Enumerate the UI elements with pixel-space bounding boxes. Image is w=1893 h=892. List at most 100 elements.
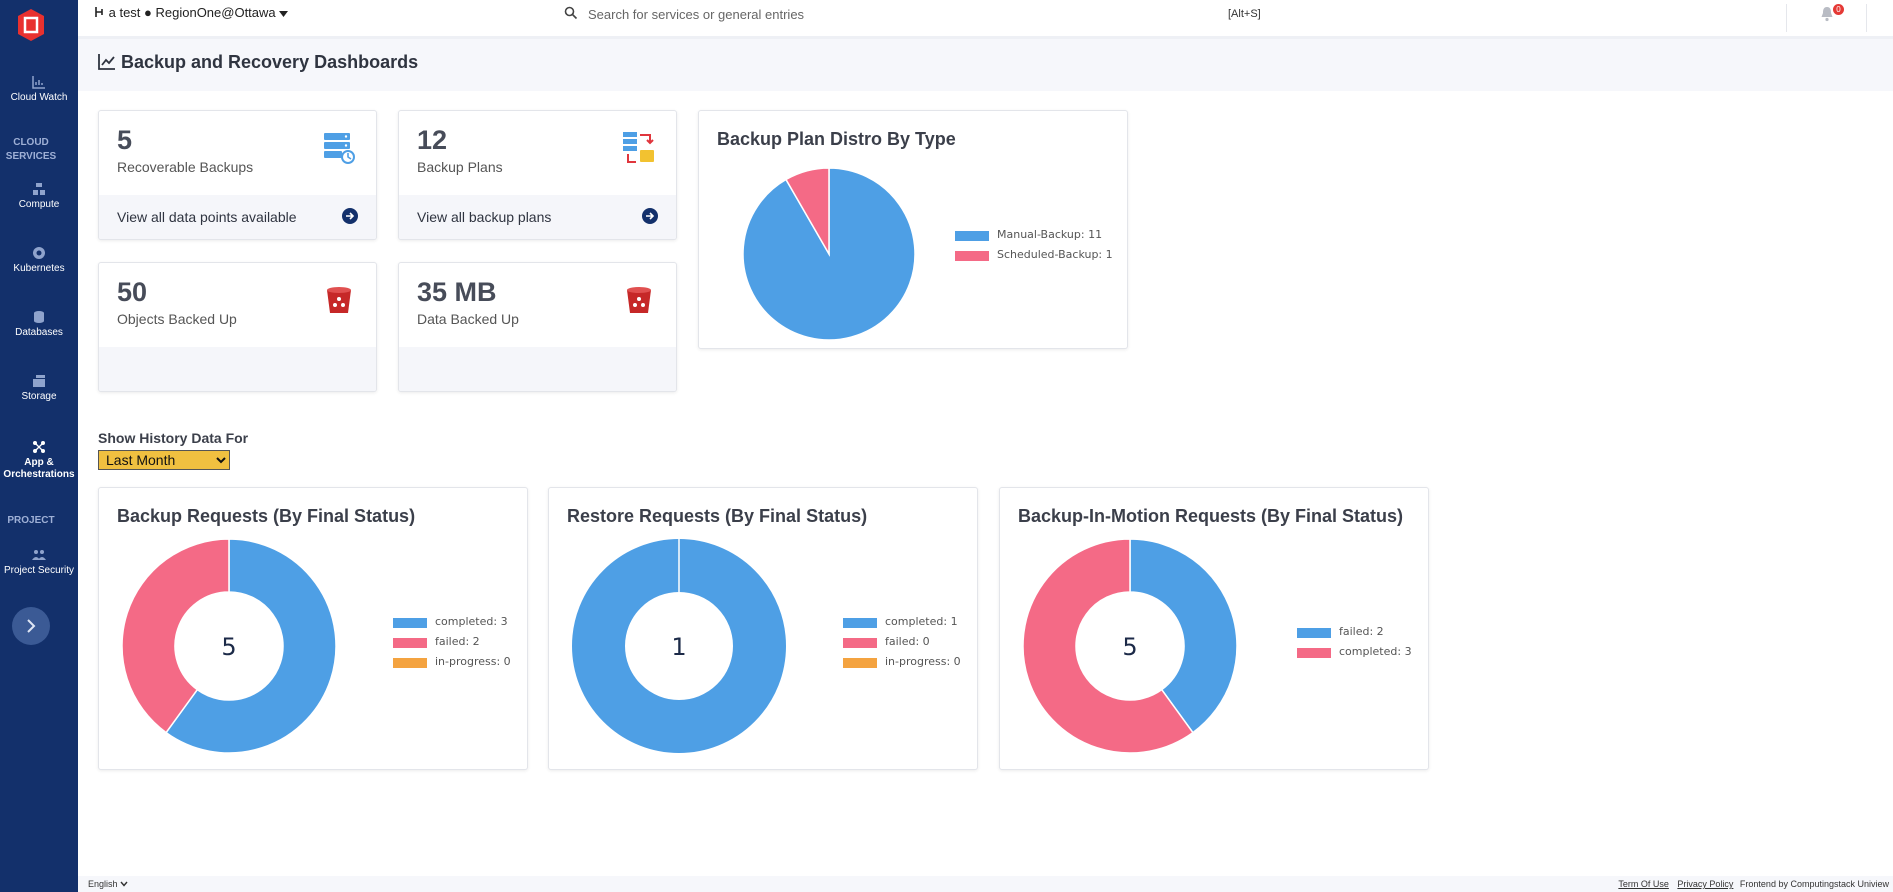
chart-card-backup-in-motion-requests: Backup-In-Motion Requests (By Final Stat…	[999, 487, 1429, 770]
page-header: Backup and Recovery Dashboards	[78, 39, 1893, 91]
legend-label: completed: 1	[885, 615, 958, 628]
expand-sidebar-button[interactable]	[12, 607, 50, 645]
storage-icon	[33, 375, 45, 387]
legend-item: in-progress: 0	[843, 652, 961, 672]
stat-card-footer	[99, 347, 376, 391]
legend-swatch	[955, 231, 989, 241]
legend-label: in-progress: 0	[885, 655, 961, 668]
terms-of-use-link[interactable]: Term Of Use	[1618, 879, 1669, 889]
sidebar-item-storage[interactable]: Storage	[0, 374, 78, 403]
backup-server-icon	[324, 133, 355, 164]
chevron-right-icon	[27, 619, 36, 633]
stat-card-backup-plans: 12 Backup Plans View all backup plans	[398, 110, 677, 240]
sidebar: Cloud Watch CLOUD SERVICES Compute Kuber…	[0, 0, 78, 892]
history-filter-label: Show History Data For	[98, 430, 249, 446]
search-input[interactable]	[586, 3, 1090, 25]
stat-value: 50	[117, 277, 148, 307]
stat-card-footer: View all data points available	[99, 195, 376, 239]
sidebar-item-label: Kubernetes	[13, 263, 65, 274]
chart-slice-completed[interactable]	[165, 538, 337, 754]
chart-total-label: 5	[1122, 633, 1137, 661]
legend-item: Scheduled-Backup: 1	[955, 245, 1113, 265]
sidebar-item-label: Compute	[18, 199, 60, 210]
doughnut-chart: 1	[572, 539, 786, 753]
sidebar-item-cloud-watch[interactable]: Cloud Watch	[0, 75, 78, 104]
legend-label: completed: 3	[1339, 645, 1412, 658]
legend-item: failed: 0	[843, 632, 961, 652]
chart-total-label: 5	[221, 633, 236, 661]
chart-card-restore-requests: Restore Requests (By Final Status) 1 com…	[548, 487, 978, 770]
orchestration-icon	[33, 441, 45, 453]
sidebar-item-label: Storage	[21, 391, 57, 402]
language-label: English	[88, 879, 118, 889]
stat-card-objects-backed-up: 50 Objects Backed Up	[98, 262, 377, 392]
footer-links: Term Of Use Privacy Policy Frontend by C…	[1612, 879, 1889, 889]
legend-label: failed: 2	[1339, 625, 1384, 638]
pie-chart	[742, 167, 916, 341]
doughnut-chart: 5	[1022, 538, 1238, 754]
stat-value: 35 MB	[417, 277, 497, 307]
backup-plan-icon	[623, 132, 654, 163]
chart-title: Restore Requests (By Final Status)	[567, 506, 868, 526]
sidebar-item-label: Project Security	[3, 565, 75, 576]
footer-credit: Frontend by Computingstack Uniview	[1739, 879, 1889, 889]
stat-label: Backup Plans	[417, 159, 503, 175]
stat-label: Recoverable Backups	[117, 159, 254, 175]
chart-title: Backup Plan Distro By Type	[717, 129, 956, 149]
arrow-right-circle-icon[interactable]	[342, 208, 358, 224]
app-logo[interactable]	[16, 8, 46, 42]
kubernetes-icon	[33, 247, 45, 259]
topbar-divider	[1866, 4, 1867, 32]
arrow-right-circle-icon[interactable]	[642, 208, 658, 224]
line-chart-icon	[98, 54, 115, 70]
sidebar-item-app-orchestrations[interactable]: App & Orchestrations	[0, 440, 78, 481]
sidebar-item-compute[interactable]: Compute	[0, 182, 78, 211]
project-region-selector[interactable]: a test ● RegionOne@Ottawa	[86, 0, 297, 26]
legend-item: completed: 3	[393, 612, 511, 632]
global-search	[556, 0, 1246, 26]
legend-swatch	[393, 618, 427, 628]
legend-item: failed: 2	[393, 632, 511, 652]
sidebar-item-label: Databases	[15, 327, 63, 338]
stat-card-recoverable-backups: 5 Recoverable Backups View all data poin…	[98, 110, 377, 240]
language-selector[interactable]: English	[88, 879, 128, 889]
chart-card-backup-requests: Backup Requests (By Final Status) 5 comp…	[98, 487, 528, 770]
project-region-label: a test ● RegionOne@Ottawa	[108, 5, 276, 20]
chart-slice-completed[interactable]	[1022, 538, 1194, 754]
legend-item: completed: 3	[1297, 642, 1412, 662]
chart-slice-failed[interactable]	[1129, 538, 1238, 734]
legend-swatch	[1297, 628, 1331, 638]
stat-card-footer	[399, 347, 676, 391]
legend-swatch	[393, 638, 427, 648]
chart-slice-failed[interactable]	[121, 538, 230, 734]
legend-swatch	[843, 638, 877, 648]
doughnut-chart: 5	[121, 538, 337, 754]
chart-slice-Scheduled-Backup[interactable]	[784, 167, 830, 257]
page-title: Backup and Recovery Dashboards	[121, 52, 419, 72]
chart-legend: completed: 1 failed: 0 in-progress: 0	[843, 612, 961, 672]
chart-slice-Manual-Backup[interactable]	[742, 167, 916, 341]
legend-label: in-progress: 0	[435, 655, 511, 668]
sidebar-item-kubernetes[interactable]: Kubernetes	[0, 246, 78, 275]
legend-swatch	[843, 618, 877, 628]
notification-bell-icon[interactable]	[1818, 5, 1836, 23]
chart-title: Backup Requests (By Final Status)	[117, 506, 416, 526]
sidebar-item-databases[interactable]: Databases	[0, 310, 78, 339]
page-footer: English Term Of Use Privacy Policy Front…	[78, 876, 1893, 892]
chart-legend: Manual-Backup: 11 Scheduled-Backup: 1	[955, 225, 1113, 265]
bucket-icon	[327, 287, 351, 313]
chart-legend: completed: 3 failed: 2 in-progress: 0	[393, 612, 511, 672]
topbar-divider	[1786, 4, 1787, 32]
chart-total-label: 1	[671, 633, 686, 661]
chevron-down-icon	[120, 881, 128, 887]
notification-count-badge: 0	[1833, 4, 1844, 15]
stat-label: Data Backed Up	[417, 311, 519, 327]
privacy-policy-link[interactable]: Privacy Policy	[1677, 879, 1734, 889]
sidebar-item-project-security[interactable]: Project Security	[0, 548, 78, 577]
project-tree-icon	[95, 7, 103, 17]
history-period-select[interactable]: Last Month	[98, 450, 230, 470]
search-icon	[564, 6, 578, 20]
view-backup-plans-link[interactable]: View all backup plans	[417, 209, 552, 225]
stat-card-footer: View all backup plans	[399, 195, 676, 239]
view-data-points-link[interactable]: View all data points available	[117, 209, 297, 225]
